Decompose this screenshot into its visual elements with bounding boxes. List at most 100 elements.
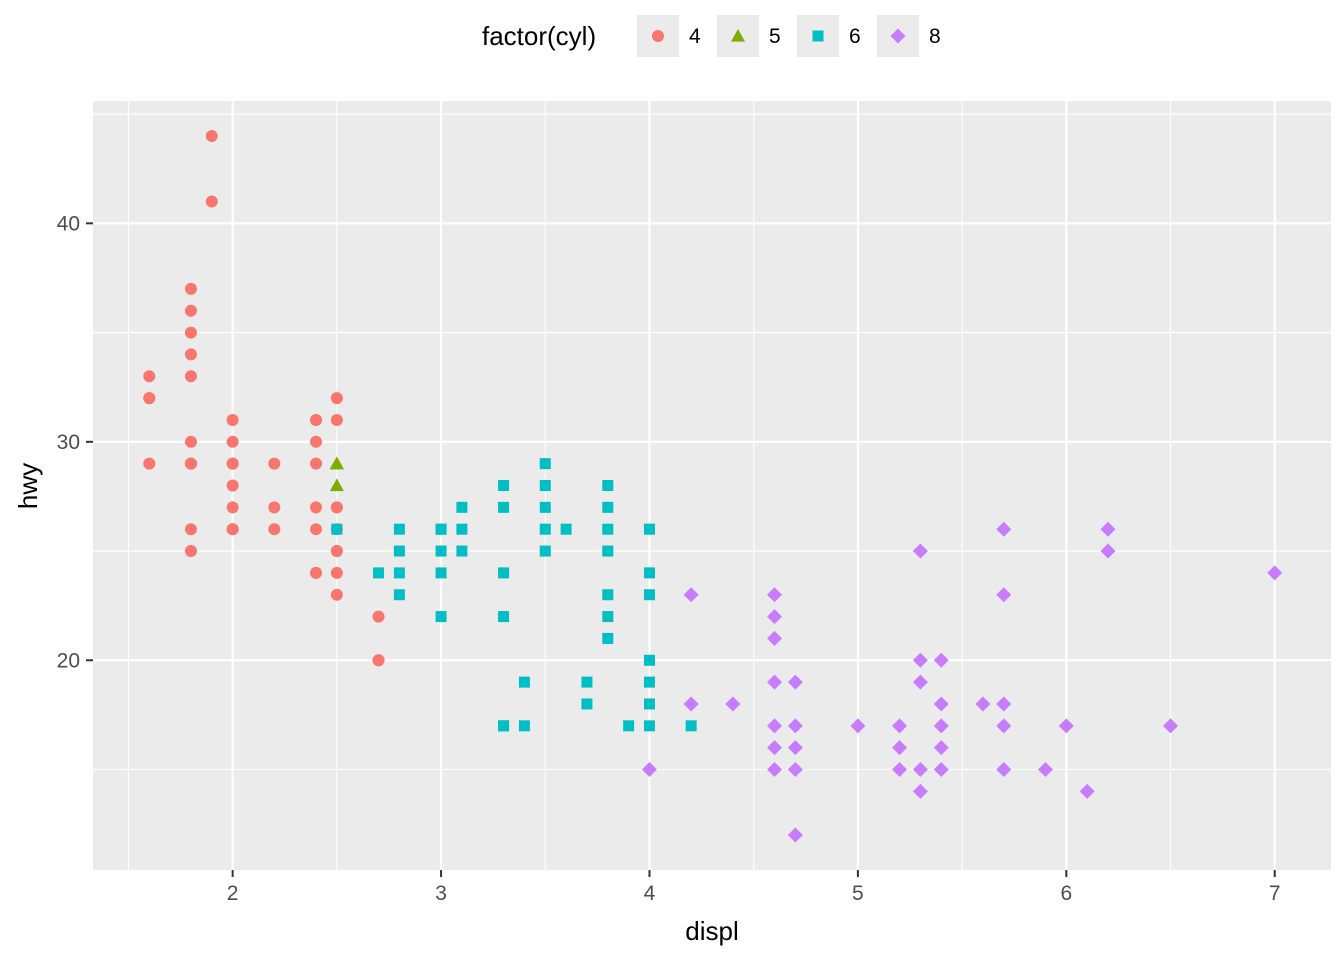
- data-point: [539, 501, 551, 513]
- series-6: [331, 458, 697, 732]
- data-point: [498, 480, 510, 491]
- data-point: [933, 740, 949, 756]
- x-axis-title: displ: [685, 916, 738, 946]
- legend-item-8: 8: [877, 15, 941, 57]
- data-point: [184, 435, 197, 448]
- data-point: [912, 762, 928, 778]
- legend-label: 5: [769, 25, 781, 48]
- x-tick-label: 2: [227, 882, 239, 905]
- data-point: [330, 566, 343, 579]
- data-point: [330, 413, 343, 426]
- data-point: [373, 567, 385, 579]
- data-point: [226, 457, 239, 470]
- data-point: [643, 589, 655, 601]
- legend-item-4: 4: [637, 15, 701, 57]
- data-point: [539, 458, 551, 470]
- minor-gridlines: [93, 101, 1331, 870]
- y-axis-title: hwy: [13, 463, 43, 509]
- data-point: [581, 676, 593, 688]
- data-point: [143, 457, 156, 470]
- data-point: [518, 720, 530, 732]
- data-point: [330, 501, 343, 514]
- data-point: [933, 652, 949, 668]
- data-point: [767, 740, 783, 756]
- data-point: [539, 480, 551, 491]
- data-point: [310, 566, 323, 579]
- data-point: [892, 718, 908, 734]
- data-point: [498, 720, 510, 732]
- data-point: [602, 480, 614, 491]
- data-point: [310, 501, 323, 514]
- data-point: [393, 567, 405, 579]
- data-point: [912, 543, 928, 559]
- x-tick-label: 6: [1060, 882, 1072, 905]
- data-point: [372, 654, 385, 667]
- data-point: [143, 392, 156, 405]
- data-point: [393, 545, 405, 557]
- axis-ticks: [86, 222, 1276, 877]
- data-point: [310, 413, 323, 426]
- data-point: [787, 718, 803, 734]
- series-5: [329, 456, 344, 492]
- legend-item-5: 5: [717, 15, 781, 57]
- data-point: [498, 611, 510, 623]
- data-point: [330, 392, 343, 405]
- data-point: [184, 370, 197, 383]
- data-point: [184, 304, 197, 317]
- data-point: [435, 611, 447, 623]
- data-point: [310, 457, 323, 470]
- data-point: [393, 589, 405, 601]
- data-point: [184, 523, 197, 536]
- data-point: [581, 698, 593, 710]
- data-point: [850, 718, 866, 734]
- data-point: [643, 654, 655, 666]
- data-point: [683, 587, 699, 603]
- data-point: [456, 545, 468, 557]
- data-point: [643, 523, 655, 535]
- data-point: [393, 523, 405, 535]
- data-point: [912, 652, 928, 668]
- legend-label: 8: [929, 25, 941, 48]
- data-point: [787, 674, 803, 690]
- data-point: [767, 630, 783, 646]
- legend-label: 4: [689, 25, 701, 48]
- plot-panel: [93, 101, 1331, 870]
- data-point: [996, 762, 1012, 778]
- x-tick-label: 5: [852, 882, 864, 905]
- data-point: [787, 827, 803, 843]
- data-point: [602, 523, 614, 535]
- data-point: [602, 611, 614, 623]
- data-point: [329, 478, 344, 492]
- data-point: [1163, 718, 1179, 734]
- series-4: [143, 129, 385, 667]
- data-point: [518, 676, 530, 688]
- tick-labels: 2 3 4 5 6 7 20 30 40: [57, 212, 1281, 905]
- data-point: [623, 720, 635, 732]
- data-point: [1058, 718, 1074, 734]
- data-point: [767, 762, 783, 778]
- data-point: [685, 720, 697, 732]
- data-point: [184, 326, 197, 339]
- data-point: [184, 457, 197, 470]
- y-tick-label: 40: [57, 212, 80, 235]
- data-point: [1267, 565, 1283, 581]
- data-point: [184, 348, 197, 361]
- data-point: [643, 720, 655, 732]
- y-tick-label: 30: [57, 431, 80, 454]
- data-point: [643, 698, 655, 710]
- data-point: [498, 567, 510, 579]
- data-point: [539, 523, 551, 535]
- legend-title: factor(cyl): [482, 21, 596, 51]
- data-point: [1100, 543, 1116, 559]
- data-point: [767, 718, 783, 734]
- data-point: [602, 632, 614, 644]
- legend-key-symbol: [652, 30, 664, 42]
- data-point: [226, 435, 239, 448]
- data-point: [331, 523, 343, 535]
- legend-label: 6: [849, 25, 861, 48]
- data-point: [310, 435, 323, 448]
- data-point: [996, 587, 1012, 603]
- data-point: [268, 523, 281, 536]
- series-8: [641, 521, 1283, 843]
